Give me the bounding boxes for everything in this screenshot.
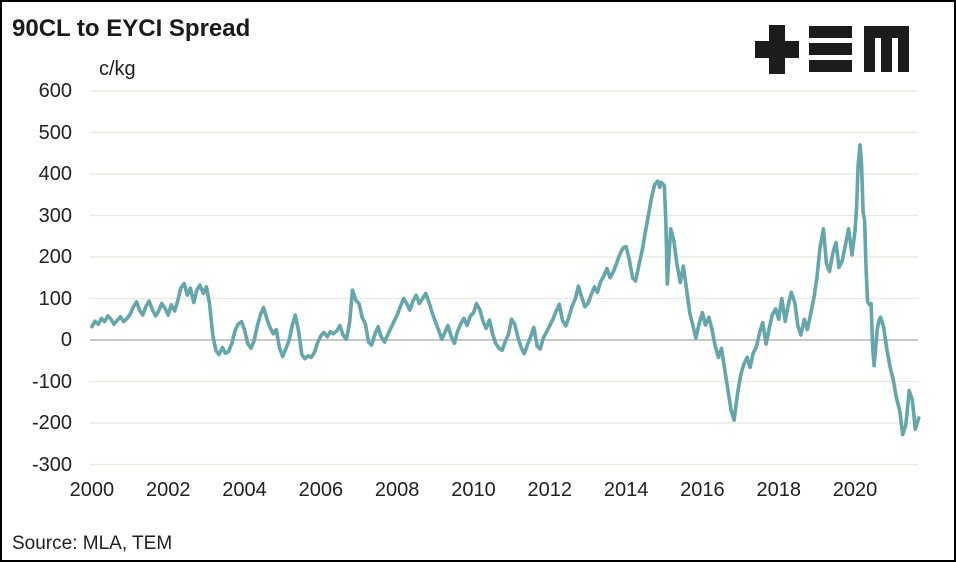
x-tick-label: 2006 xyxy=(298,479,344,501)
chart-title: 90CL to EYCI Spread xyxy=(12,15,251,42)
y-tick-label: 0 xyxy=(60,329,72,351)
x-tick-label: 2018 xyxy=(756,479,801,501)
triple-bar-icon xyxy=(809,43,852,55)
y-tick-label: -100 xyxy=(31,370,72,393)
x-tick-label: 2002 xyxy=(145,479,191,501)
y-tick-label: -200 xyxy=(31,412,72,434)
m-icon xyxy=(864,26,875,72)
triple-bar-icon xyxy=(809,26,852,38)
y-axis-unit-label: c/kg xyxy=(99,58,136,80)
x-tick-label: 2004 xyxy=(222,479,267,501)
x-tick-label: 2012 xyxy=(527,479,573,501)
y-tick-label: 300 xyxy=(38,204,72,227)
x-tick-label: 2010 xyxy=(451,479,496,501)
spread-line xyxy=(90,143,921,437)
x-tick-label: 2014 xyxy=(603,479,649,501)
y-tick-label: -300 xyxy=(31,453,72,476)
y-tick-label: 200 xyxy=(38,246,72,268)
m-icon xyxy=(898,26,909,72)
source-note: Source: MLA, TEM xyxy=(12,533,173,554)
y-tick-label: 500 xyxy=(38,121,72,144)
y-tick-label: 400 xyxy=(38,163,72,185)
x-tick-label: 2000 xyxy=(69,479,115,501)
y-tick-label: 600 xyxy=(38,80,72,102)
x-tick-label: 2008 xyxy=(374,479,420,501)
x-tick-label: 2020 xyxy=(832,479,878,501)
triple-bar-icon xyxy=(809,60,852,72)
tem-logo xyxy=(755,25,909,74)
x-tick-label: 2016 xyxy=(680,479,725,501)
m-icon xyxy=(881,26,892,72)
y-tick-label: 100 xyxy=(38,287,72,310)
plus-icon xyxy=(755,41,799,58)
